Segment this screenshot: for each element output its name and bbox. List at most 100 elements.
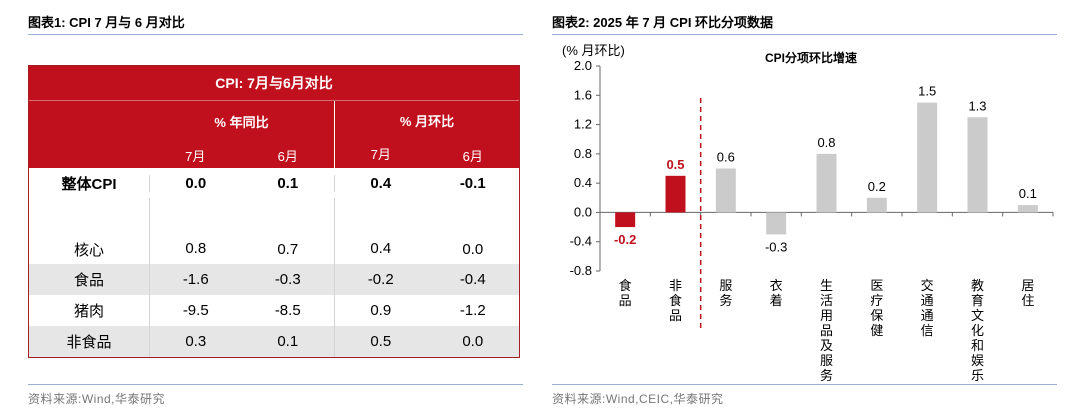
x-tick-label: 品 [619, 293, 632, 308]
x-tick-label: 生 [820, 278, 833, 293]
x-tick-label: 文 [971, 308, 984, 323]
row-value: 0.7 [277, 240, 299, 258]
x-tick-label: 娱 [971, 353, 984, 368]
row-value: 0.1 [277, 333, 299, 350]
row-value: -0.2 [334, 264, 427, 295]
x-tick-label: 疗 [870, 293, 883, 308]
bars: -0.2食品0.5非食品0.6服务-0.3衣着0.8生活用品及服务0.2医疗保健… [614, 84, 1038, 383]
spacer-cell [149, 198, 242, 234]
row-value: -9.5 [149, 295, 242, 326]
table-title-row: CPI: 7月与6月对比 [29, 66, 519, 100]
x-tick-label: 服 [719, 278, 732, 293]
data-label: 1.5 [918, 84, 936, 99]
bar-生活用品及服务 [816, 153, 837, 213]
x-tick-label: 医 [870, 278, 883, 293]
x-tick-label: 务 [719, 293, 732, 308]
row-value: 0.0 [149, 174, 242, 192]
data-label: 0.5 [666, 157, 684, 172]
table-row: 猪肉 -9.5 -8.5 0.9 -1.2 [29, 295, 519, 326]
y-tick-label: 1.2 [574, 117, 592, 132]
bar-交通通信 [917, 102, 938, 213]
x-tick-label: 居 [1021, 278, 1034, 293]
table-group-header-row: % 年同比 % 月环比 [29, 100, 519, 143]
right-bottom-rule [552, 384, 1057, 385]
x-tick-label: 育 [971, 293, 984, 308]
bar-医疗保健 [866, 197, 887, 213]
x-tick-label: 和 [971, 338, 984, 353]
row-label: 整体CPI [61, 175, 117, 193]
data-label: 1.3 [968, 98, 986, 113]
row-label: 非食品 [66, 334, 112, 351]
table-title: CPI: 7月与6月对比 [215, 75, 333, 91]
y-tick-label: -0.4 [570, 234, 592, 249]
x-tick-label: 通 [921, 293, 934, 308]
table-month-header-row: 7月 6月 7月 6月 [29, 142, 519, 168]
row-value: -1.2 [459, 302, 486, 319]
x-tick-label: 食 [619, 278, 632, 293]
y-tick-label: 1.6 [574, 87, 592, 102]
row-value: 0.3 [149, 326, 242, 357]
x-tick-label: 保 [870, 308, 883, 323]
row-value: 0.8 [149, 234, 242, 264]
row-value: 0.0 [462, 240, 484, 258]
chart-title: CPI分项环比增速 [765, 50, 857, 65]
bar-居住 [1017, 205, 1038, 213]
left-source-note: 资料来源:Wind,华泰研究 [28, 392, 166, 406]
bar-服务 [715, 168, 736, 213]
table-row: 整体CPI 0.0 0.1 0.4 -0.1 [29, 168, 519, 198]
x-tick-label: 化 [971, 323, 984, 338]
month-header: 6月 [462, 148, 483, 164]
data-label: 0.8 [817, 135, 835, 150]
row-value: 0.9 [334, 295, 427, 326]
cpi-comparison-table: CPI: 7月与6月对比 % 年同比 % 月环比 7月 6月 7月 6月 整体C… [28, 65, 520, 358]
y-tick-label: -0.8 [570, 263, 592, 278]
row-value: -0.1 [459, 174, 486, 192]
x-tick-label: 服 [820, 353, 833, 368]
x-tick-label: 乐 [971, 368, 984, 383]
bar-教育文化和娱乐 [967, 117, 988, 213]
right-title-rule [552, 34, 1057, 35]
x-tick-label: 健 [870, 323, 883, 338]
table-row: 核心 0.8 0.7 0.4 0.0 [29, 234, 519, 264]
y-tick-label: 2.0 [574, 58, 592, 73]
month-header: 6月 [277, 148, 298, 164]
y-tick-label: 0.4 [574, 175, 592, 190]
month-header: 7月 [185, 148, 206, 164]
y-tick-label: 0.0 [574, 204, 592, 219]
row-value: -1.6 [149, 264, 242, 295]
right-figure-title: 图表2: 2025 年 7 月 CPI 环比分项数据 [552, 15, 774, 30]
left-title-rule [28, 34, 523, 35]
x-tick-label: 衣 [770, 278, 783, 293]
row-value: 0.1 [277, 174, 299, 192]
bar-衣着 [766, 212, 787, 235]
row-value: 0.0 [462, 333, 484, 350]
spacer-cell [334, 198, 427, 234]
row-value: -8.5 [274, 302, 301, 319]
x-tick-label: 品 [669, 308, 682, 323]
row-value: -0.3 [274, 271, 301, 288]
row-value: 0.4 [334, 174, 427, 192]
x-tick-label: 住 [1021, 293, 1034, 308]
data-label: 0.1 [1019, 186, 1037, 201]
month-header: 7月 [334, 142, 427, 168]
x-tick-label: 交 [921, 278, 934, 293]
table-row: 食品 -1.6 -0.3 -0.2 -0.4 [29, 264, 519, 295]
x-tick-label: 品 [820, 323, 833, 338]
x-tick-label: 非 [669, 278, 682, 293]
x-tick-label: 食 [669, 293, 682, 308]
x-tick-label: 务 [820, 368, 833, 383]
left-figure-title: 图表1: CPI 7 月与 6 月对比 [28, 15, 185, 30]
data-label: -0.3 [765, 239, 787, 254]
mom-group-header: % 月环比 [334, 100, 519, 143]
table-row-spacer [29, 198, 519, 234]
data-label: -0.2 [614, 232, 636, 247]
data-label: 0.6 [717, 150, 735, 165]
left-bottom-rule [28, 384, 523, 385]
bar-食品 [615, 212, 636, 228]
row-label: 猪肉 [73, 303, 104, 320]
x-tick-label: 及 [820, 338, 833, 353]
data-label: 0.2 [868, 179, 886, 194]
x-tick-label: 用 [820, 308, 833, 323]
yoy-group-header: % 年同比 [214, 115, 269, 130]
row-label: 核心 [73, 241, 104, 259]
